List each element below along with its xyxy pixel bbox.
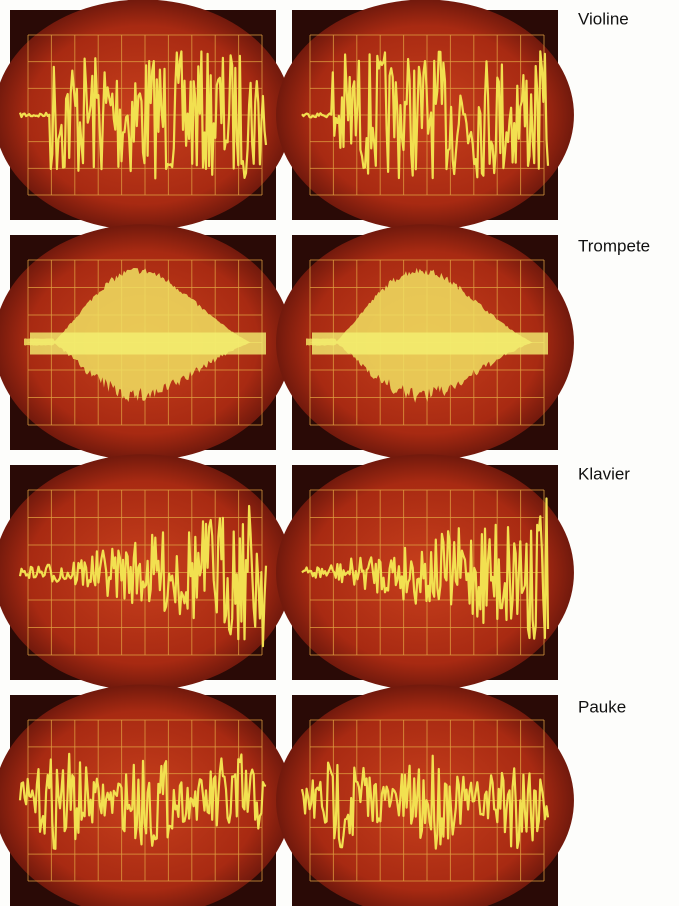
waveform — [301, 50, 550, 180]
waveform-core — [30, 332, 266, 355]
oscilloscope-panel — [276, 0, 574, 231]
oscilloscope-panel — [0, 0, 292, 231]
oscilloscope-panel — [276, 224, 574, 461]
oscilloscope-panel — [276, 454, 574, 691]
instrument-label: Violine — [578, 9, 629, 28]
screen — [0, 684, 292, 906]
oscilloscope-panel — [0, 684, 292, 906]
oscilloscope-panel — [0, 224, 292, 461]
oscilloscope-panel — [0, 454, 292, 691]
waveform — [18, 504, 268, 648]
instrument-label: Pauke — [578, 697, 626, 716]
waveform — [301, 497, 550, 640]
waveform — [300, 754, 550, 850]
waveform — [18, 50, 268, 180]
waveform-core — [312, 332, 548, 355]
instrument-label: Trompete — [578, 236, 650, 255]
waveform — [18, 752, 267, 850]
instrument-label: Klavier — [578, 464, 630, 483]
oscilloscope-panel — [276, 684, 574, 906]
